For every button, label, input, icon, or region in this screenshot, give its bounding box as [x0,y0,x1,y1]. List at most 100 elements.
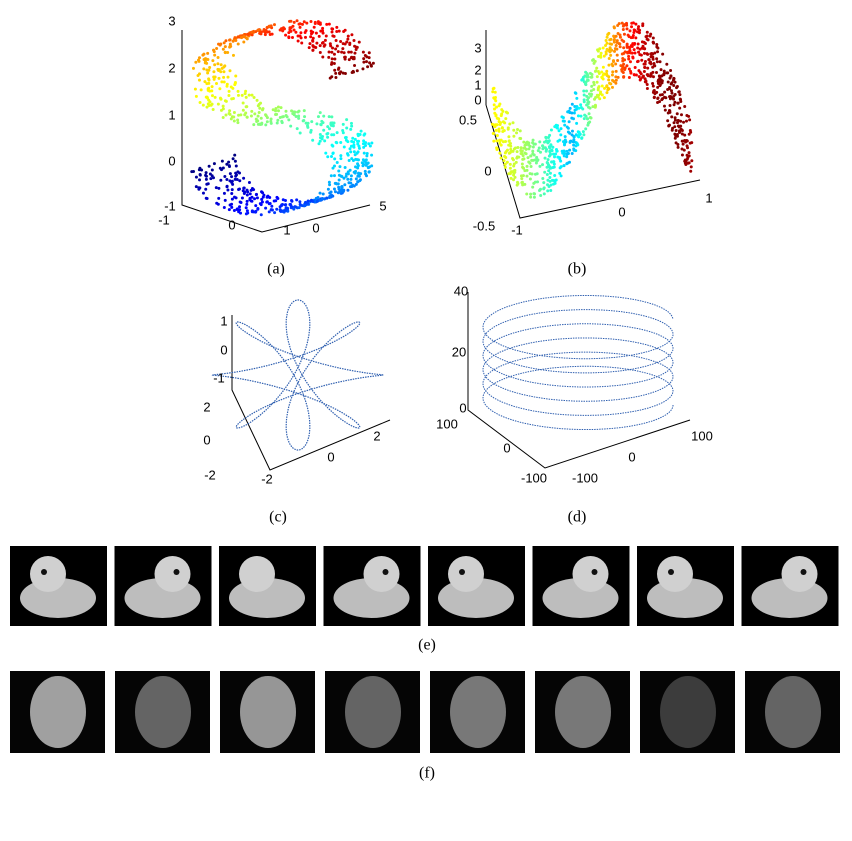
face [765,676,821,748]
point [268,30,271,33]
tick-label: 0 [459,400,466,415]
point [590,117,593,120]
point [553,174,556,177]
point [213,162,216,165]
point [265,114,268,117]
duck-eye [668,569,674,575]
point [605,39,608,42]
point [336,161,339,164]
point [525,193,528,196]
point [663,105,666,108]
tick-label: 1 [474,77,481,92]
point [601,84,604,87]
point [298,110,301,113]
duck-eye [383,569,389,575]
point [258,123,261,126]
point [646,52,649,55]
point [302,119,305,122]
point [678,107,681,110]
point [623,33,626,36]
point [270,205,273,208]
point [500,157,503,160]
point [298,206,301,209]
point [233,196,236,199]
point [598,97,601,100]
point [500,144,503,147]
point [249,192,252,195]
point [501,110,504,113]
point [219,179,222,182]
point [310,199,313,202]
point [541,144,544,147]
point [310,20,313,23]
point [593,83,596,86]
point [246,200,249,203]
point [228,39,231,42]
point [288,203,291,206]
point [530,159,533,162]
point [309,35,312,38]
point [673,101,676,104]
point [523,147,526,150]
point [332,151,335,154]
point [242,41,245,44]
point [346,178,349,181]
point [650,55,653,58]
point [342,123,345,126]
point [618,22,621,25]
point [608,82,611,85]
tick-label: 2 [203,399,210,414]
point [206,71,209,74]
point [496,117,499,120]
point [565,155,568,158]
point [660,98,663,101]
point [509,167,512,170]
tick-label: 0 [312,220,319,235]
point [533,196,536,199]
point [202,192,205,195]
point [591,105,594,108]
duck-eye [459,569,465,575]
point [363,152,366,155]
point [542,181,545,184]
point [587,122,590,125]
helix [483,296,673,430]
point [215,47,218,50]
point [195,176,198,179]
point [507,135,510,138]
point [260,198,263,201]
point [339,40,342,43]
point [609,38,612,41]
point [564,135,567,138]
point [630,22,633,25]
point [690,165,693,168]
point [644,79,647,82]
point [559,133,562,136]
point [274,107,277,110]
point [681,140,684,143]
point [663,91,666,94]
point [319,44,322,47]
face [555,676,611,748]
point [327,188,330,191]
point [595,67,598,70]
point [304,31,307,34]
point [523,183,526,186]
point [622,52,625,55]
point [362,61,365,64]
point [328,191,331,194]
point [340,51,343,54]
point [634,52,637,55]
point [352,141,355,144]
point [632,56,635,59]
point [233,111,236,114]
point [322,193,325,196]
point [613,25,616,28]
point [226,185,229,188]
point [562,140,565,143]
point [510,170,513,173]
point [225,178,228,181]
point [493,97,496,100]
point [215,82,218,85]
point [216,68,219,71]
